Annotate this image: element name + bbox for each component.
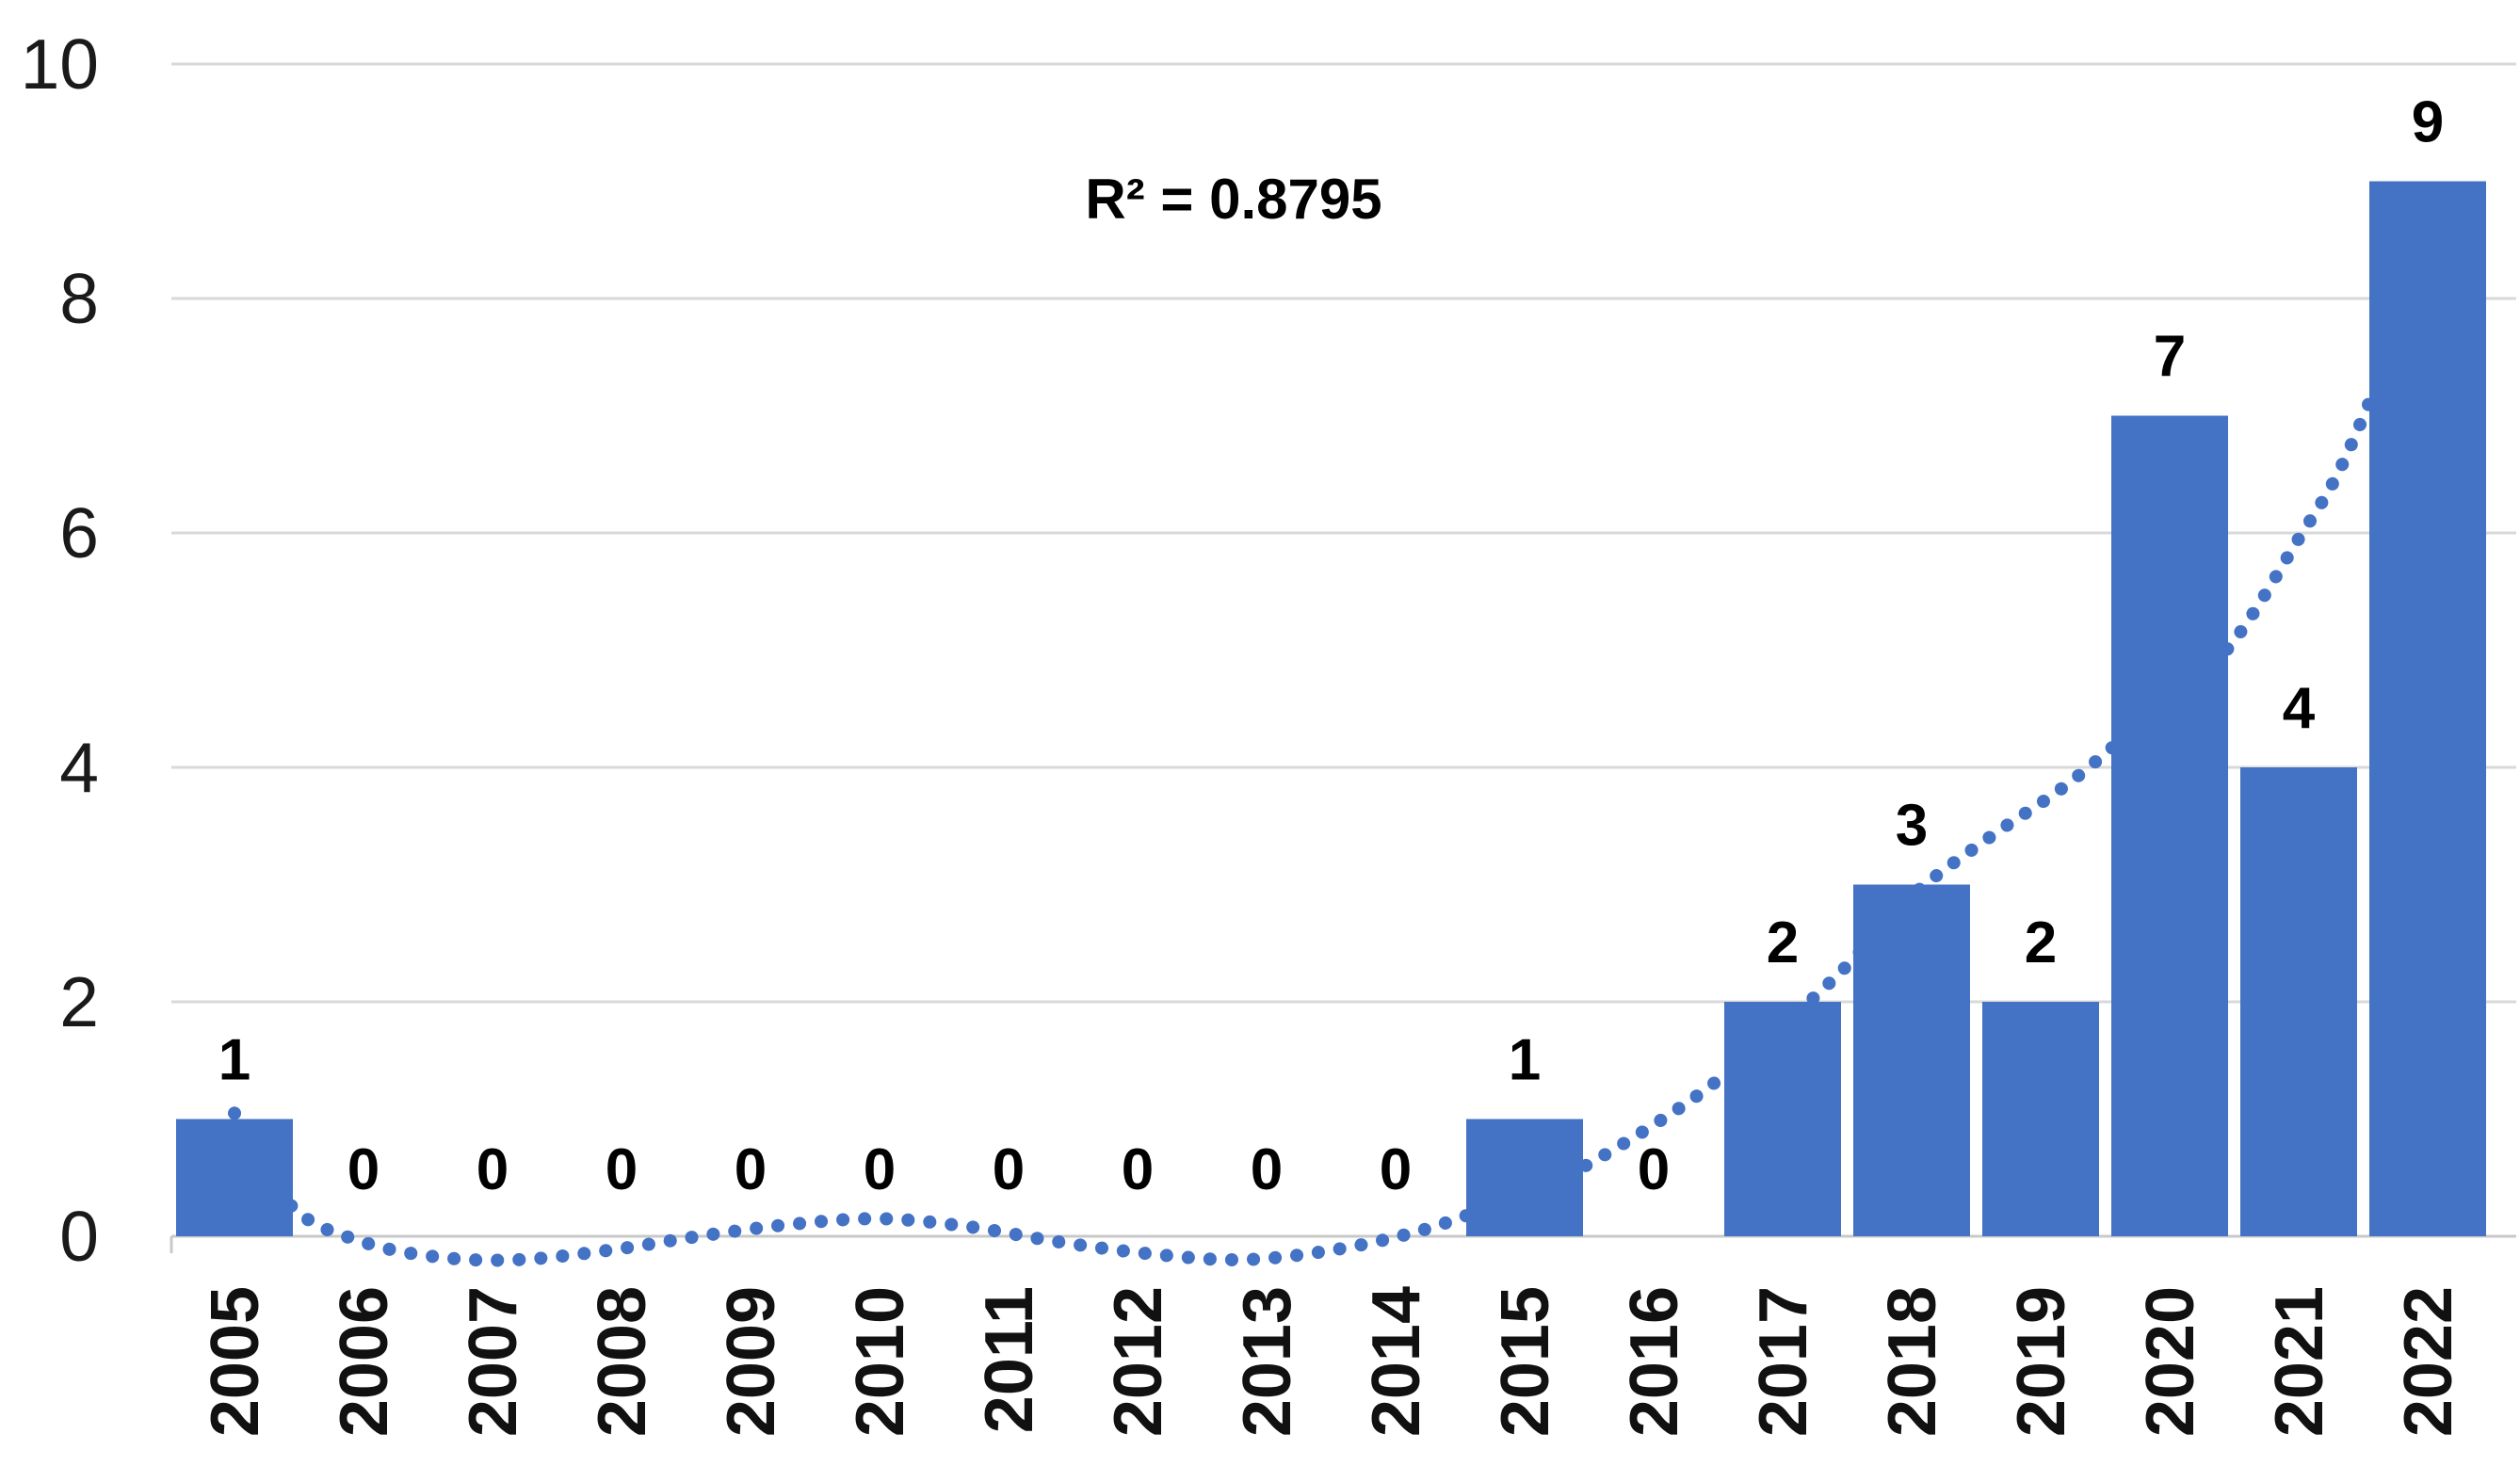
r-squared-label: R² = 0.8795: [1085, 168, 1381, 231]
x-axis-tick-label: 2010: [843, 1286, 918, 1437]
data-label: 4: [2283, 676, 2316, 741]
data-label: 0: [347, 1137, 380, 1202]
trendline-group: [228, 379, 2383, 1267]
y-axis-tick-label: 2: [59, 962, 99, 1041]
x-axis-tick-label: 2018: [1875, 1286, 1950, 1437]
trendline-path: [228, 379, 2383, 1267]
data-label: 0: [1380, 1137, 1412, 1202]
bar: [2240, 767, 2357, 1236]
data-label: 1: [218, 1028, 250, 1093]
data-labels-group: 1 0 0 0 0 0 0 0 0 0 1 0 2 3 2 7 4 9: [218, 90, 2444, 1203]
x-axis-tick-label: 2006: [327, 1286, 402, 1437]
y-axis-tick-label: 6: [59, 493, 99, 572]
data-label: 0: [477, 1137, 509, 1202]
x-axis-tick-label: 2009: [714, 1286, 789, 1437]
x-axis-tick-label: 2017: [1746, 1286, 1821, 1437]
x-axis-tick-label: 2007: [456, 1286, 531, 1437]
bar: [2369, 181, 2486, 1236]
data-label: 0: [606, 1137, 638, 1202]
bar: [1982, 1002, 2099, 1236]
data-label: 2: [2025, 910, 2057, 975]
x-axis-tick-label: 2014: [1359, 1286, 1434, 1437]
data-label: 3: [1896, 794, 1928, 859]
data-label: 0: [1251, 1137, 1283, 1202]
data-label: 0: [1638, 1137, 1670, 1202]
x-axis-tick-label: 2020: [2133, 1286, 2208, 1437]
y-axis-tick-label: 0: [59, 1197, 99, 1276]
x-axis-tick-label: 2012: [1101, 1286, 1176, 1437]
x-axis-tick-label: 2021: [2262, 1286, 2337, 1437]
data-label: 1: [1509, 1028, 1541, 1093]
x-axis-tick-label: 2011: [972, 1286, 1047, 1433]
x-axis-tick-label: 2008: [585, 1286, 660, 1437]
bar: [2111, 415, 2228, 1236]
y-axis-tick-label: 10: [21, 24, 99, 104]
data-label: 9: [2412, 90, 2444, 155]
data-label: 7: [2154, 325, 2186, 390]
data-label: 2: [1767, 910, 1799, 975]
x-axis-tick-label: 2022: [2391, 1286, 2466, 1437]
x-axis-tick-label: 2005: [198, 1286, 273, 1437]
bar: [1853, 884, 1970, 1236]
x-axis-tick-label: 2013: [1230, 1286, 1305, 1437]
data-label: 0: [1122, 1137, 1154, 1202]
bar: [1724, 1002, 1841, 1236]
y-axis-tick-label: 4: [59, 728, 99, 807]
data-label: 0: [993, 1137, 1025, 1202]
bar: [176, 1119, 293, 1236]
x-axis-labels-group: 2005 2006 2007 2008 2009 2010 2011 2012 2013 2014…: [198, 1286, 2466, 1437]
x-axis-tick-label: 2015: [1488, 1286, 1563, 1437]
bars-group: [176, 181, 2486, 1236]
data-label: 0: [864, 1137, 896, 1202]
x-axis-tick-label: 2019: [2004, 1286, 2079, 1437]
y-axis-tick-label: 8: [59, 259, 99, 338]
data-label: 0: [735, 1137, 767, 1202]
x-axis-tick-label: 2016: [1617, 1286, 1692, 1437]
y-axis-labels-group: 0 2 4 6 8 10: [21, 24, 99, 1276]
